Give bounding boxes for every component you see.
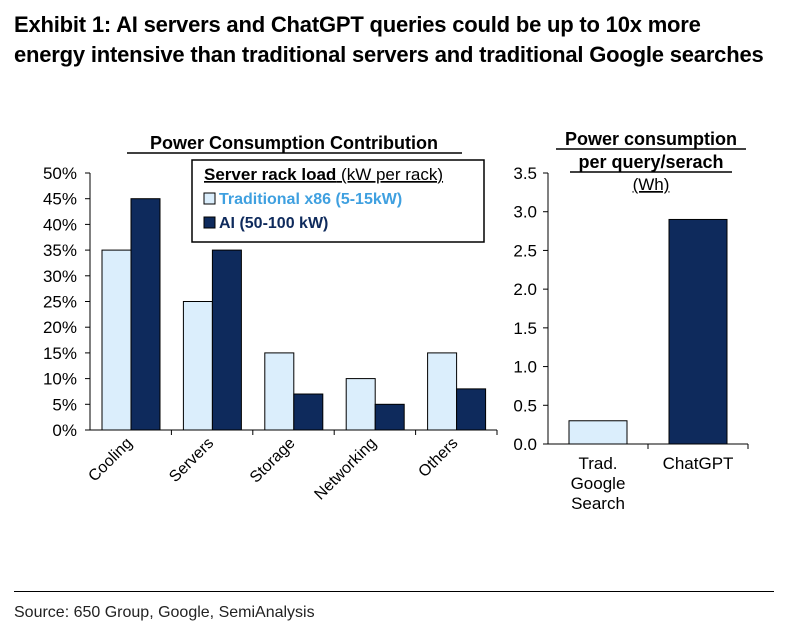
chart2-title-line2: per query/serach: [578, 152, 723, 172]
chart1-y-tick-label: 15%: [43, 344, 77, 363]
chart1-bar-traditional: [101, 249, 132, 431]
chart1-bar-traditional: [264, 352, 295, 431]
chart1-x-tick-label: Servers: [166, 435, 217, 486]
chart2-title-line1: Power consumption: [565, 129, 737, 149]
chart2-y-tick-label: 0.5: [513, 396, 537, 415]
chart1-y-tick-label: 0%: [52, 421, 77, 440]
chart1-bar-ai: [456, 388, 487, 431]
chart1-legend-swatch-traditional: [203, 192, 216, 205]
chart1-bar-ai: [130, 198, 161, 431]
chart1-y-tick-label: 30%: [43, 267, 77, 286]
chart1-y-tick-label: 35%: [43, 241, 77, 260]
source-note: Source: 650 Group, Google, SemiAnalysis: [14, 604, 315, 621]
chart1-bar-traditional: [427, 352, 458, 431]
chart1-y-tick-label: 20%: [43, 318, 77, 337]
chart2-title-unit: (Wh): [633, 175, 670, 194]
chart1-bar-ai: [293, 393, 324, 431]
chart1-legend-swatch-ai: [203, 216, 216, 229]
chart2-x-tick-label: Trad.: [578, 454, 617, 473]
chart1-x-tick-label: Others: [415, 435, 461, 481]
chart2-x-tick-label: Google: [571, 474, 626, 493]
charts-canvas: Power Consumption Contribution 0% 5% 10% 15%…: [43, 129, 749, 513]
chart1-y-tick-label: 5%: [52, 395, 77, 414]
chart2-y-tick-label: 3.5: [513, 164, 537, 183]
chart1-x-tick-label: Networking: [311, 435, 380, 504]
chart2-y-tick-label: 3.0: [513, 203, 537, 222]
exhibit-title: Exhibit 1: AI servers and ChatGPT querie…: [14, 12, 764, 67]
chart1-bar-traditional: [345, 378, 376, 431]
chart1-x-tick-label: Storage: [247, 435, 299, 487]
chart1-y-tick-label: 45%: [43, 190, 77, 209]
chart2-y-tick-label: 1.0: [513, 358, 537, 377]
chart1-y-tick-label: 50%: [43, 164, 77, 183]
footer-rule: [14, 591, 774, 592]
chart1-title: Power Consumption Contribution: [150, 133, 438, 153]
chart1-bar-traditional: [182, 301, 213, 431]
chart2-y-tick-label: 2.0: [513, 280, 537, 299]
chart1-bar-ai: [374, 403, 405, 431]
chart1-y-tick-label: 25%: [43, 293, 77, 312]
chart1-y-tick-label: 10%: [43, 370, 77, 389]
chart1-legend-label-ai: AI (50-100 kW): [219, 215, 328, 232]
chart1-legend-box: [191, 159, 485, 243]
chart1-x-tick-label: Cooling: [85, 435, 135, 485]
chart2-x-tick-label: Search: [571, 494, 625, 513]
chart2-y-tick-label: 0.0: [513, 435, 537, 454]
chart2-bar: [668, 218, 728, 445]
chart1-y-tick-label: 40%: [43, 215, 77, 234]
chart2-y-tick-label: 1.5: [513, 319, 537, 338]
chart1-legend-label-traditional: Traditional x86 (5-15kW): [219, 191, 402, 208]
chart2-x-tick-label: ChatGPT: [663, 454, 734, 473]
chart2-bar: [568, 420, 628, 445]
chart1-bar-ai: [211, 249, 242, 431]
chart2-y-tick-label: 2.5: [513, 241, 537, 260]
chart1-legend-title: Server rack load (kW per rack): [204, 165, 443, 184]
